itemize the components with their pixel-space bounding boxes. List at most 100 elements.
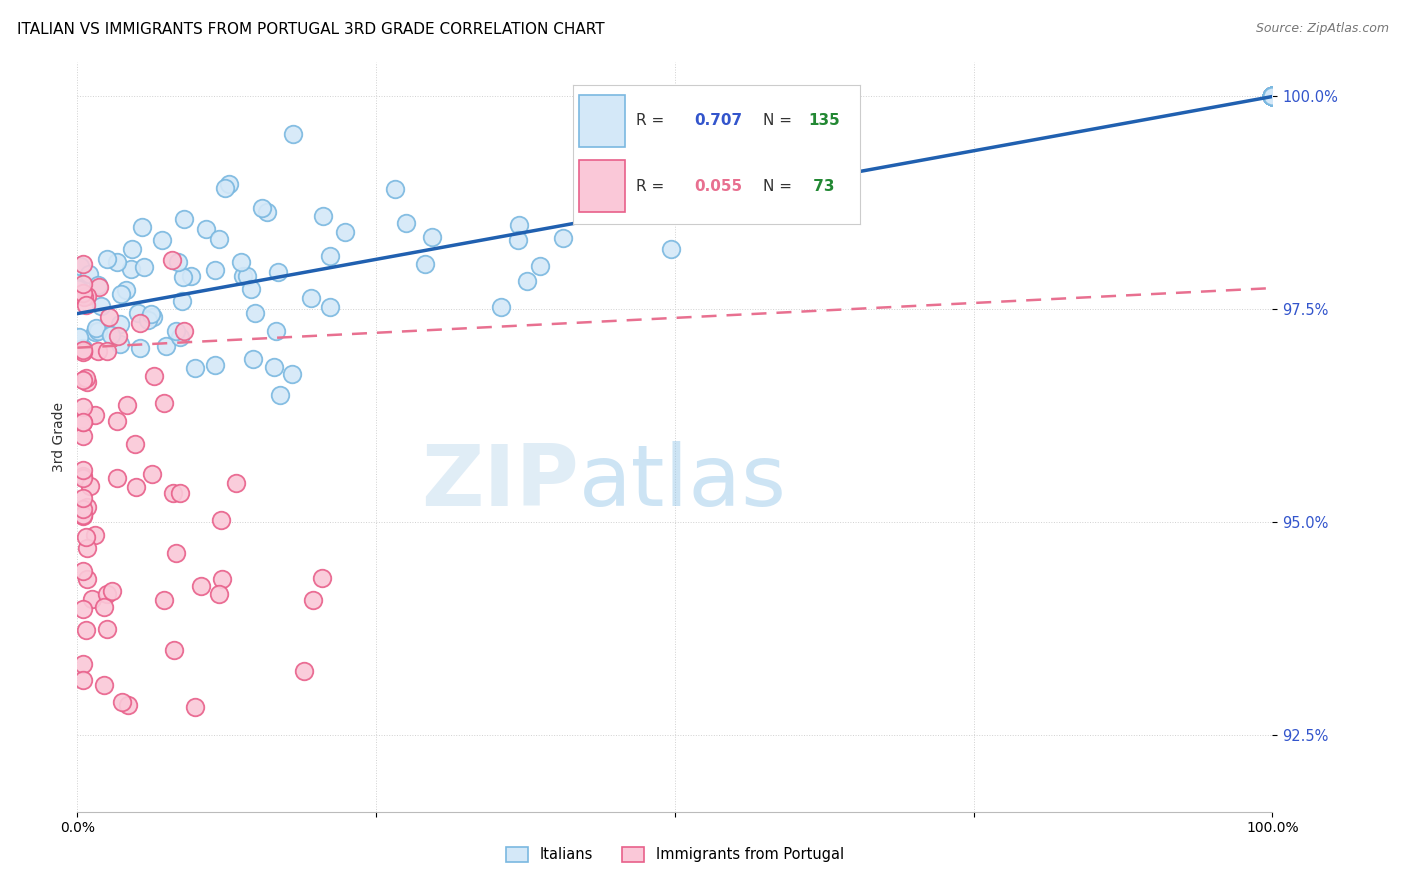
Point — [395, 216, 418, 230]
Point — [152, 233, 174, 247]
Point — [1261, 89, 1284, 103]
Point — [508, 218, 530, 232]
Point — [72, 342, 94, 356]
Point — [312, 209, 335, 223]
Point — [1261, 89, 1284, 103]
Y-axis label: 3rd Grade: 3rd Grade — [52, 402, 66, 472]
Point — [1261, 89, 1284, 103]
Point — [96, 622, 118, 636]
Point — [165, 324, 187, 338]
Point — [208, 232, 231, 246]
Point — [551, 231, 574, 245]
Point — [110, 287, 132, 301]
Point — [173, 324, 195, 338]
Point — [1261, 89, 1284, 103]
Point — [1261, 89, 1284, 103]
Point — [579, 166, 602, 180]
Point — [1261, 89, 1284, 103]
Point — [218, 178, 240, 192]
Point — [105, 414, 128, 428]
Point — [173, 212, 195, 227]
Point — [180, 268, 202, 283]
Point — [1261, 89, 1284, 103]
Point — [77, 267, 100, 281]
Point — [72, 373, 94, 387]
Text: atlas: atlas — [579, 441, 787, 524]
Legend: Italians, Immigrants from Portugal: Italians, Immigrants from Portugal — [501, 841, 849, 868]
Point — [84, 409, 107, 423]
Point — [1261, 89, 1284, 103]
Point — [136, 312, 159, 326]
Point — [1261, 89, 1284, 103]
Point — [72, 286, 94, 301]
Point — [76, 375, 98, 389]
Point — [72, 508, 94, 522]
Point — [489, 300, 512, 314]
Point — [125, 480, 148, 494]
Point — [1261, 89, 1284, 103]
Point — [232, 268, 254, 283]
Point — [1261, 89, 1284, 103]
Point — [209, 513, 232, 527]
Point — [72, 401, 94, 415]
Point — [1261, 89, 1284, 103]
Point — [72, 415, 94, 429]
Point — [311, 571, 333, 585]
Point — [163, 643, 186, 657]
Point — [1261, 89, 1284, 103]
Point — [142, 310, 165, 324]
Point — [1261, 89, 1284, 103]
Point — [242, 352, 264, 367]
Point — [72, 469, 94, 483]
Point — [1261, 89, 1284, 103]
Point — [190, 579, 212, 593]
Point — [256, 205, 278, 219]
Point — [1261, 89, 1284, 103]
Point — [72, 415, 94, 429]
Point — [96, 343, 118, 358]
Point — [1261, 89, 1284, 103]
Point — [194, 221, 217, 235]
Point — [1261, 89, 1284, 103]
Point — [72, 491, 94, 505]
Point — [1261, 89, 1284, 103]
Point — [211, 572, 233, 586]
Point — [72, 429, 94, 443]
Point — [1261, 89, 1284, 103]
Point — [204, 358, 226, 372]
Point — [72, 470, 94, 484]
Point — [169, 486, 191, 500]
Point — [1261, 89, 1284, 103]
Point — [124, 436, 146, 450]
Point — [72, 277, 94, 292]
Point — [301, 592, 323, 607]
Point — [72, 463, 94, 477]
Point — [72, 343, 94, 357]
Point — [72, 657, 94, 671]
Point — [1261, 89, 1284, 103]
Point — [131, 220, 153, 235]
Point — [281, 128, 304, 142]
Point — [162, 486, 184, 500]
Point — [169, 330, 191, 344]
Point — [240, 282, 263, 296]
Point — [153, 396, 176, 410]
Point — [1261, 89, 1284, 103]
Point — [1261, 89, 1284, 103]
Point — [1261, 89, 1284, 103]
Point — [101, 584, 124, 599]
Point — [1261, 89, 1284, 103]
Point — [516, 274, 538, 288]
Point — [98, 310, 121, 325]
Point — [659, 242, 682, 256]
Point — [100, 328, 122, 343]
Text: ITALIAN VS IMMIGRANTS FROM PORTUGAL 3RD GRADE CORRELATION CHART: ITALIAN VS IMMIGRANTS FROM PORTUGAL 3RD … — [17, 22, 605, 37]
Point — [76, 541, 98, 555]
Point — [1261, 89, 1284, 103]
Point — [93, 678, 115, 692]
Point — [333, 226, 356, 240]
Point — [86, 343, 108, 358]
Point — [1261, 89, 1284, 103]
Point — [93, 599, 115, 614]
Point — [167, 255, 190, 269]
